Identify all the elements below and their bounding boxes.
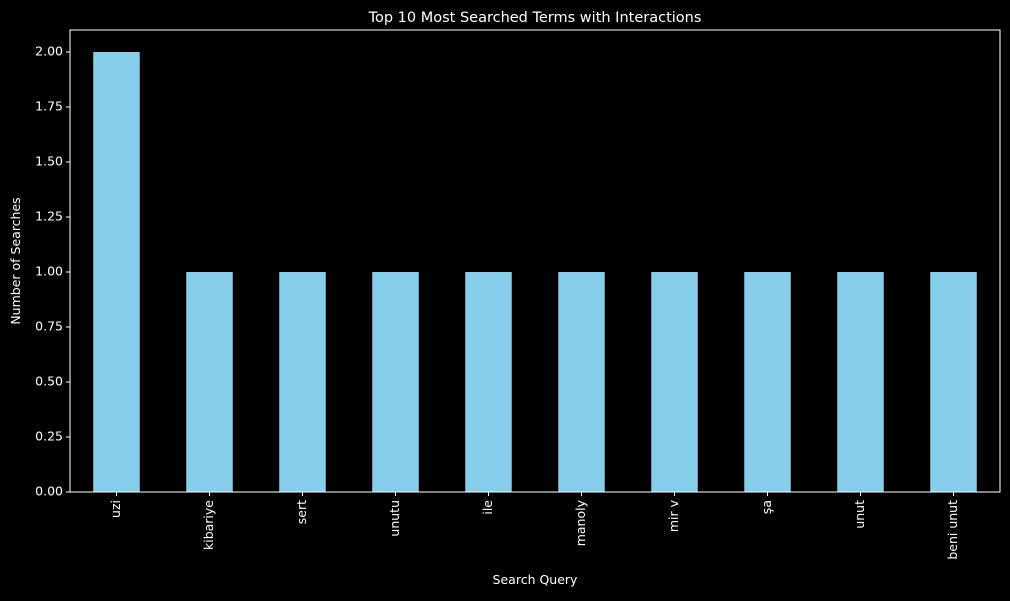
bar-0 <box>93 52 140 492</box>
bar-3 <box>372 272 419 492</box>
bar-1 <box>186 272 233 492</box>
bar-6 <box>651 272 698 492</box>
x-tick-label: unutu <box>387 500 402 537</box>
x-tick-label: manoly <box>573 499 588 546</box>
bars-layer <box>93 52 977 492</box>
y-tick-label: 1.00 <box>35 264 63 279</box>
x-tick-label: sert <box>294 500 309 524</box>
y-tick-label: 1.50 <box>35 154 63 169</box>
x-tick-label: ile <box>480 500 495 515</box>
x-tick-label: uzi <box>108 500 123 518</box>
x-tick-label: kibariye <box>201 500 216 550</box>
y-axis-label: Number of Searches <box>8 197 23 324</box>
y-tick-label: 0.25 <box>35 429 63 444</box>
y-tick-label: 2.00 <box>35 44 63 59</box>
x-tick-label: beni unut <box>945 500 960 560</box>
x-tick-label: mir v <box>666 499 681 532</box>
bar-7 <box>744 272 791 492</box>
bar-5 <box>558 272 605 492</box>
x-tick-label: unut <box>852 500 867 529</box>
y-tick-label: 1.25 <box>35 209 63 224</box>
y-tick-label: 0.00 <box>35 484 63 499</box>
y-tick-label: 1.75 <box>35 99 63 114</box>
x-axis-label: Search Query <box>493 572 579 587</box>
bar-2 <box>279 272 326 492</box>
x-tick-label: şa <box>759 500 774 514</box>
bar-8 <box>837 272 884 492</box>
x-axis-ticks: uzi kibariye sert unutu ile manoly mir v şa unut… <box>108 492 960 560</box>
bar-4 <box>465 272 512 492</box>
y-tick-label: 0.75 <box>35 319 63 334</box>
bar-9 <box>930 272 977 492</box>
y-tick-label: 0.50 <box>35 374 63 389</box>
y-axis-ticks: 0.00 0.25 0.50 0.75 1.00 1.25 1.50 1.75 2.00 <box>35 44 70 499</box>
chart-title: Top 10 Most Searched Terms with Interact… <box>368 10 702 26</box>
plot-frame <box>69 29 1001 493</box>
